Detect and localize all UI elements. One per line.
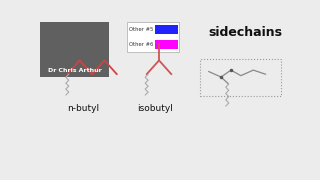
- Bar: [155, 25, 178, 34]
- Text: Dr Chris Arthur: Dr Chris Arthur: [48, 68, 101, 73]
- Bar: [40, 22, 109, 77]
- Bar: [155, 40, 178, 49]
- Text: isobutyl: isobutyl: [137, 104, 173, 113]
- Bar: [127, 22, 179, 52]
- Text: n-butyl: n-butyl: [67, 104, 100, 113]
- Bar: [200, 59, 281, 96]
- Text: sidechains: sidechains: [209, 26, 283, 39]
- Text: Other #6: Other #6: [129, 42, 154, 47]
- Text: Other #5: Other #5: [129, 27, 154, 32]
